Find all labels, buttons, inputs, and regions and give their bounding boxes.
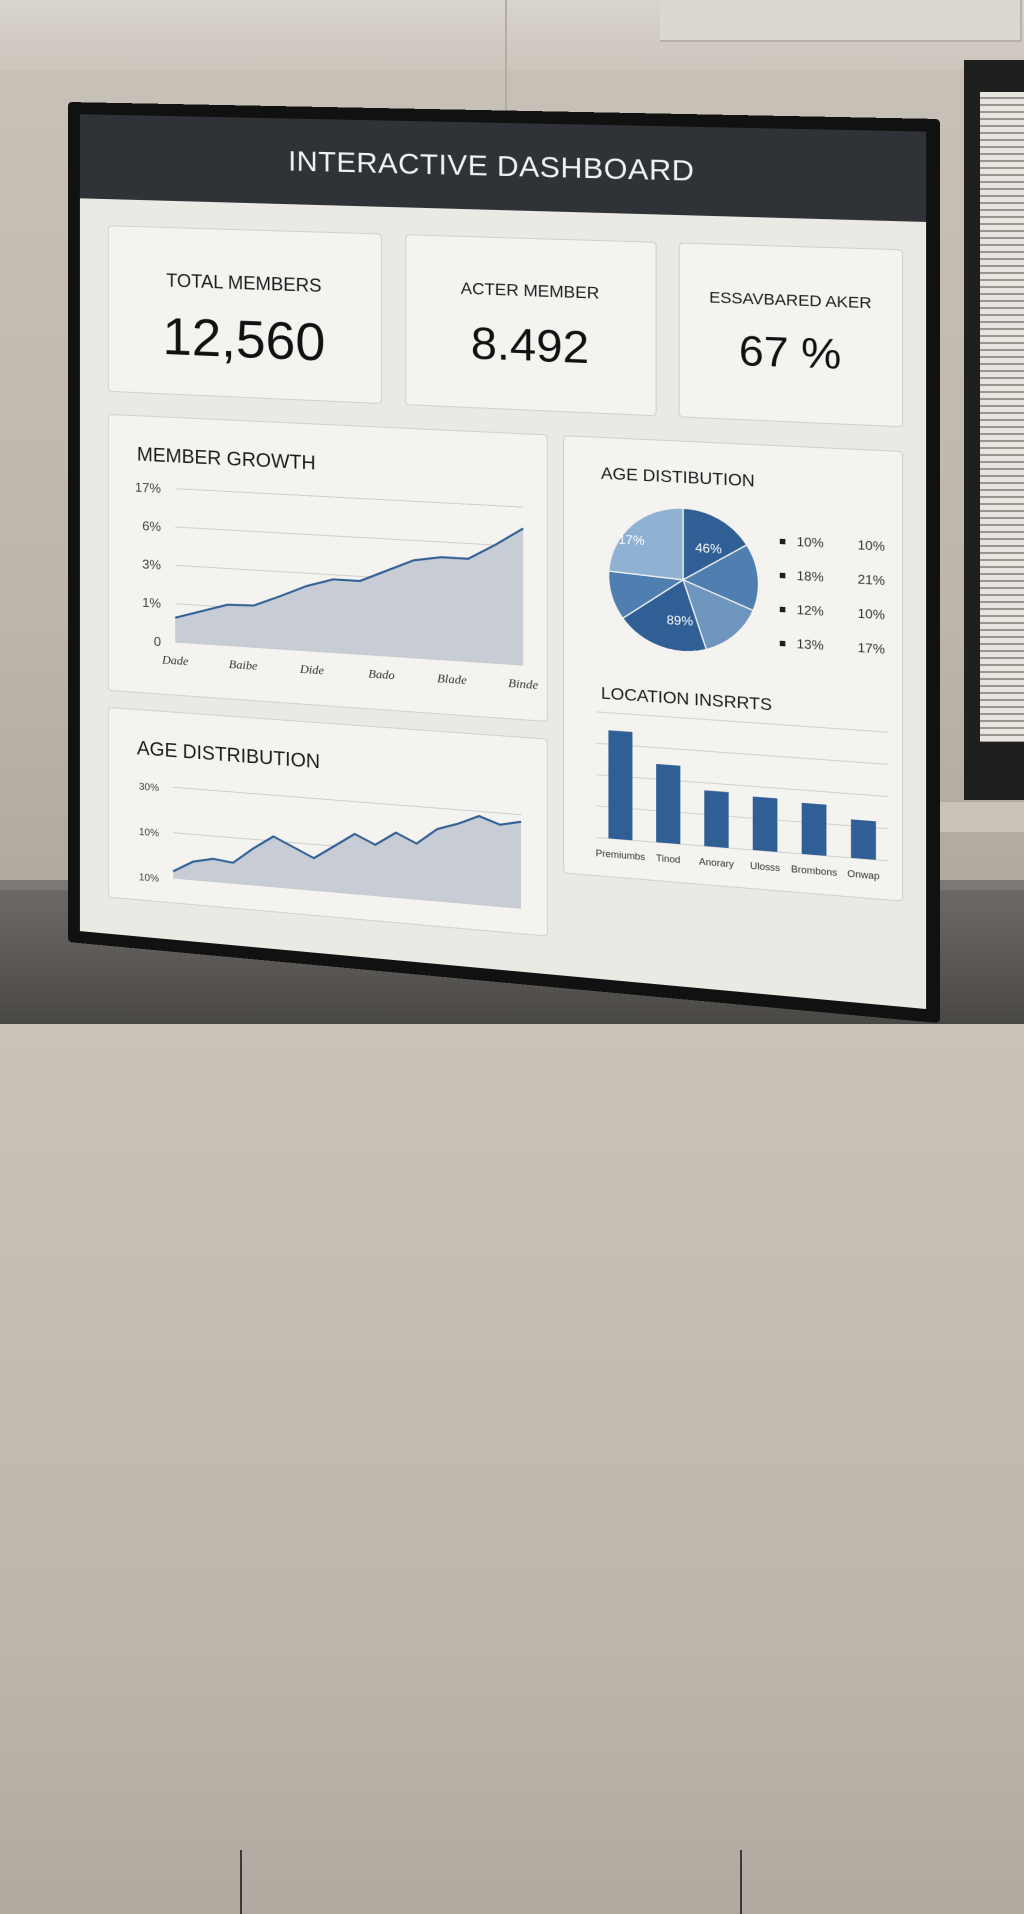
dashboard-title: INTERACTIVE DASHBOARD [288,145,694,188]
member-growth-chart: 17% 6% 3% 1% 0Dade Baibe Dide Bado Blade Binde [109,415,549,723]
x-tick-label: Anorary [699,856,734,870]
legend-value: 17% [858,640,885,657]
bar [608,730,632,840]
ceiling [0,0,1024,70]
pie-slice-label: 89% [667,613,694,629]
y-tick-label: 0 [154,634,161,650]
x-tick-label: Dide [299,661,325,677]
y-tick-label: 3% [142,556,161,572]
legend-value: 10% [858,538,885,554]
legend-marker [780,573,786,579]
x-tick-label: Tinod [656,853,680,866]
kpi-card-active-members[interactable]: ACTER MEMBER 8.492 [405,234,656,416]
age-pie-panel[interactable]: AGE DISTIBUTION 17% 46% 89% 10% 10% 18% 21% 12… [563,435,903,902]
age-area-panel[interactable]: AGE DISTRIBUTION 30% 10% 10% [108,707,548,937]
member-growth-panel[interactable]: MEMBER GROWTH 17% 6% 3% 1% 0 Dade Baibe Dide Bad… [108,414,548,722]
area-fill [173,792,521,908]
y-tick-label: 30% [139,782,159,795]
x-tick-label: Bado [368,666,395,682]
bar [802,803,827,856]
kpi-value: 12,560 [109,305,381,377]
age-area-chart: 30% 10% 10% [109,708,549,938]
kpi-label: TOTAL MEMBERS [109,268,381,299]
legend-value: 10% [797,534,858,552]
legend-value: 21% [858,572,885,589]
x-tick-label: Baibe [229,657,258,673]
grid-line [597,743,889,764]
cabinet-door-divider [240,1850,242,1914]
grid-line [175,489,523,507]
pie-slice-label: 46% [695,540,722,556]
kpi-card-rate[interactable]: ESSAVBARED AKER 67 % [679,242,903,427]
dashboard-header: INTERACTIVE DASHBOARD [80,114,926,222]
cabinet-door-divider [740,1850,742,1914]
grid-line [597,775,889,797]
x-tick-label: Onwap [847,868,879,881]
kpi-value: 8.492 [406,316,655,378]
legend-marker [780,641,786,647]
bar [656,764,680,844]
grid-line [175,527,523,547]
pie-slice-label: 17% [618,532,645,548]
legend-value: 13% [797,636,858,655]
legend-marker [780,539,786,545]
legend-marker [780,607,786,613]
legend-row: 13% 17% [780,635,885,657]
grid-line [597,806,889,829]
x-tick-label: Binde [508,676,539,693]
tv-monitor: INTERACTIVE DASHBOARD TOTAL MEMBERS 12,5… [68,102,940,1023]
location-bar-chart: Premiumbs Tinod Anorary Ulosss Brombons Onwap [564,697,904,903]
y-tick-label: 10% [139,872,159,885]
kpi-label: ACTER MEMBER [406,278,655,305]
age-pie-chart: 17% 46% 89% [601,497,766,665]
grid-line [597,712,889,732]
bar [753,797,778,852]
x-tick-label: Ulosss [750,860,781,873]
x-tick-label: Brombons [791,864,838,879]
legend-row: 10% 10% [780,533,885,554]
bar [704,790,728,848]
kpi-card-total-members[interactable]: TOTAL MEMBERS 12,560 [108,225,382,404]
x-tick-label: Premiumbs [596,848,646,863]
panel-title: AGE DISTIBUTION [601,465,755,492]
y-tick-label: 6% [142,518,161,534]
y-tick-label: 1% [142,595,161,611]
bar [851,819,876,859]
legend-value: 10% [858,606,885,623]
y-tick-label: 17% [135,479,162,496]
y-tick-label: 10% [139,827,159,840]
ceiling-tile [660,0,1022,42]
legend-row: 12% 10% [780,601,885,622]
x-tick-label: Blade [437,671,467,688]
dashboard-screen: INTERACTIVE DASHBOARD TOTAL MEMBERS 12,5… [80,114,926,1009]
window-blinds [980,92,1024,742]
area-fill [175,509,523,665]
legend-value: 12% [797,602,858,621]
legend-row: 18% 21% [780,567,885,588]
kpi-value: 67 % [680,326,902,383]
pie-legend: 10% 10% 18% 21% 12% 10% 13% 17% [780,533,905,679]
x-tick-label: Dade [161,652,189,668]
legend-value: 18% [797,568,858,586]
grid-line [173,787,521,814]
kpi-label: ESSAVBARED AKER [680,288,902,314]
